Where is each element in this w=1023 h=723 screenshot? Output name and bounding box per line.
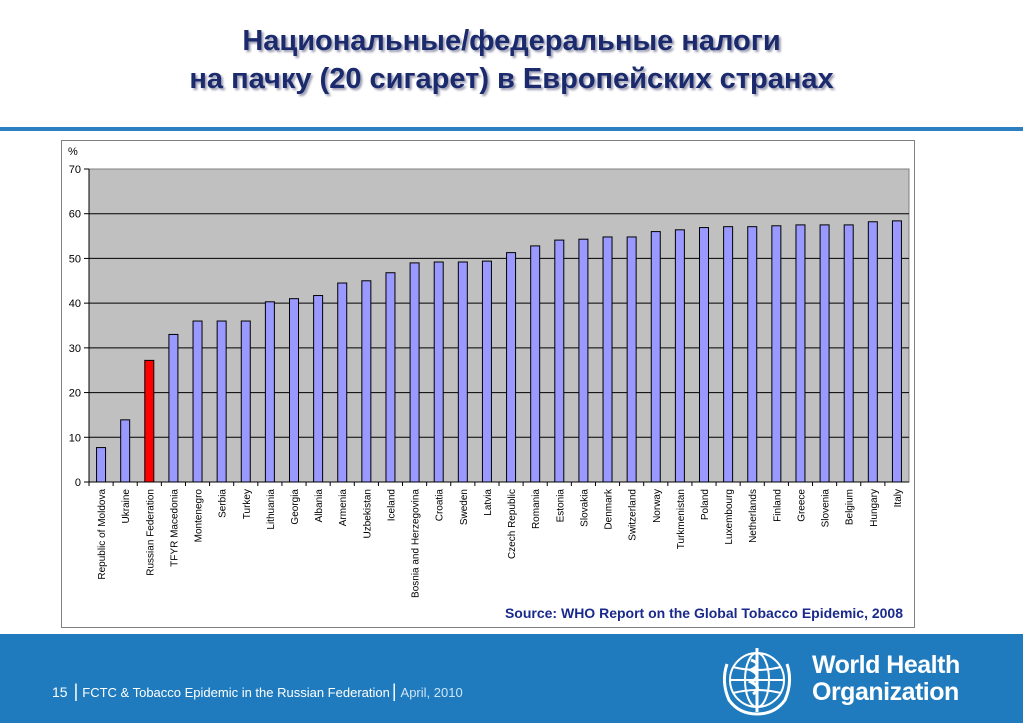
source-note: Source: WHO Report on the Global Tobacco… (502, 605, 905, 621)
bar (867, 221, 878, 483)
bar (891, 220, 902, 483)
bar (240, 320, 251, 483)
bar (264, 301, 275, 483)
bar (96, 447, 107, 483)
y-tick-label: 40 (69, 298, 81, 310)
x-tick-label: Ukraine (121, 489, 132, 524)
bar (385, 272, 396, 483)
bar (192, 320, 203, 483)
x-tick-label: Greece (796, 489, 807, 522)
bar (771, 225, 782, 483)
bar (168, 333, 179, 483)
bar-chart: 0 10 20 30 40 50 60 70% Republic of Moldova Ukrai… (68, 146, 910, 598)
bar (723, 226, 734, 483)
y-tick-label: 20 (69, 388, 81, 400)
x-tick-label: Montenegro (194, 489, 205, 543)
y-unit-label: % (68, 146, 78, 158)
x-tick-label: Netherlands (748, 489, 759, 543)
bar (674, 229, 685, 483)
bar (144, 359, 155, 483)
presentation-date: April, 2010 (400, 685, 463, 700)
y-tick-label: 60 (69, 209, 81, 221)
bar (699, 227, 709, 483)
bar (843, 224, 854, 483)
x-tick-label: Luxembourg (724, 489, 735, 545)
x-tick-label: Turkey (242, 489, 253, 519)
bar (530, 245, 541, 483)
slide-title-line-2: на пачку (20 сигарет) в Европейских стра… (189, 63, 834, 95)
x-tick-label: Czech Republic (507, 489, 518, 559)
x-tick-label: Estonia (555, 489, 566, 523)
y-tick-label: 10 (69, 432, 81, 444)
x-tick-label: Latvia (483, 489, 494, 516)
bar (289, 298, 299, 483)
bar (433, 261, 444, 483)
bar (120, 419, 131, 483)
x-tick-label: Belgium (845, 489, 856, 525)
x-tick-label: Lithuania (266, 489, 277, 530)
x-tick-label: Albania (314, 489, 325, 523)
y-tick-label: 70 (69, 164, 81, 176)
title-divider (0, 127, 1023, 131)
x-tick-label: Russian Federation (145, 489, 156, 576)
bar (337, 282, 348, 483)
x-tick-label: Bosnia and Herzegovina (411, 489, 422, 598)
bar (481, 260, 492, 483)
x-tick-label: Slovenia (821, 489, 832, 528)
footer-text: 15 | FCTC & Tobacco Epidemic in the Russia… (52, 681, 463, 702)
slide-title: Национальные/федеральные налоги на пачку… (0, 22, 1023, 98)
bar (554, 239, 565, 483)
x-tick-label: Italy (893, 489, 904, 507)
x-tick-label: Armenia (338, 489, 349, 527)
x-tick-label: Sweden (459, 489, 470, 525)
bar (819, 224, 830, 483)
y-tick-label: 30 (69, 343, 81, 355)
bar (216, 320, 227, 483)
who-logo-line-2: Organization (812, 678, 959, 706)
x-tick-label: Republic of Moldova (97, 489, 108, 580)
x-tick-label: Norway (652, 489, 663, 523)
bar (313, 295, 324, 483)
x-tick-label: Romania (531, 489, 542, 529)
who-logo-text: World Health Organization (812, 652, 960, 706)
footer-bar: 15 | FCTC & Tobacco Epidemic in the Russia… (0, 634, 1023, 723)
bar (795, 224, 806, 483)
x-tick-label: Georgia (290, 489, 301, 525)
slide-title-line-1: Национальные/федеральные налоги (242, 25, 781, 57)
x-tick-label: Turkmenistan (676, 489, 687, 549)
page-number: 15 (52, 684, 68, 700)
x-tick-label: Denmark (604, 488, 615, 530)
who-logo-line-1: World Health (812, 651, 960, 679)
x-tick-label: Iceland (386, 489, 397, 521)
y-tick-label: 50 (69, 253, 81, 265)
bar (409, 262, 420, 483)
x-tick-label: Serbia (218, 489, 229, 518)
x-tick-label: Uzbekistan (362, 489, 373, 538)
bar (650, 231, 661, 483)
who-emblem-icon (722, 648, 792, 716)
bar (626, 236, 637, 483)
y-tick-label: 0 (75, 477, 81, 489)
bar (602, 236, 613, 483)
x-tick-label: Croatia (435, 489, 446, 522)
x-tick-label: Hungary (869, 489, 880, 527)
bar (457, 261, 468, 483)
footer-separator-2: | (391, 681, 397, 701)
x-tick-label: TFYR Macedonia (169, 489, 180, 567)
x-tick-label: Switzerland (628, 489, 639, 541)
x-tick-label: Finland (772, 489, 783, 522)
footer-separator: | (73, 681, 79, 701)
chart-frame: 0 10 20 30 40 50 60 70% Republic of Moldova Ukrai… (61, 140, 915, 628)
x-tick-label: Poland (700, 489, 711, 520)
bar (361, 280, 372, 483)
bar (747, 226, 758, 483)
x-tick-label: Slovakia (579, 489, 590, 527)
presentation-title: FCTC & Tobacco Epidemic in the Russian F… (82, 685, 390, 700)
bar (578, 238, 589, 483)
plot-area (88, 168, 910, 483)
bar (506, 252, 517, 483)
